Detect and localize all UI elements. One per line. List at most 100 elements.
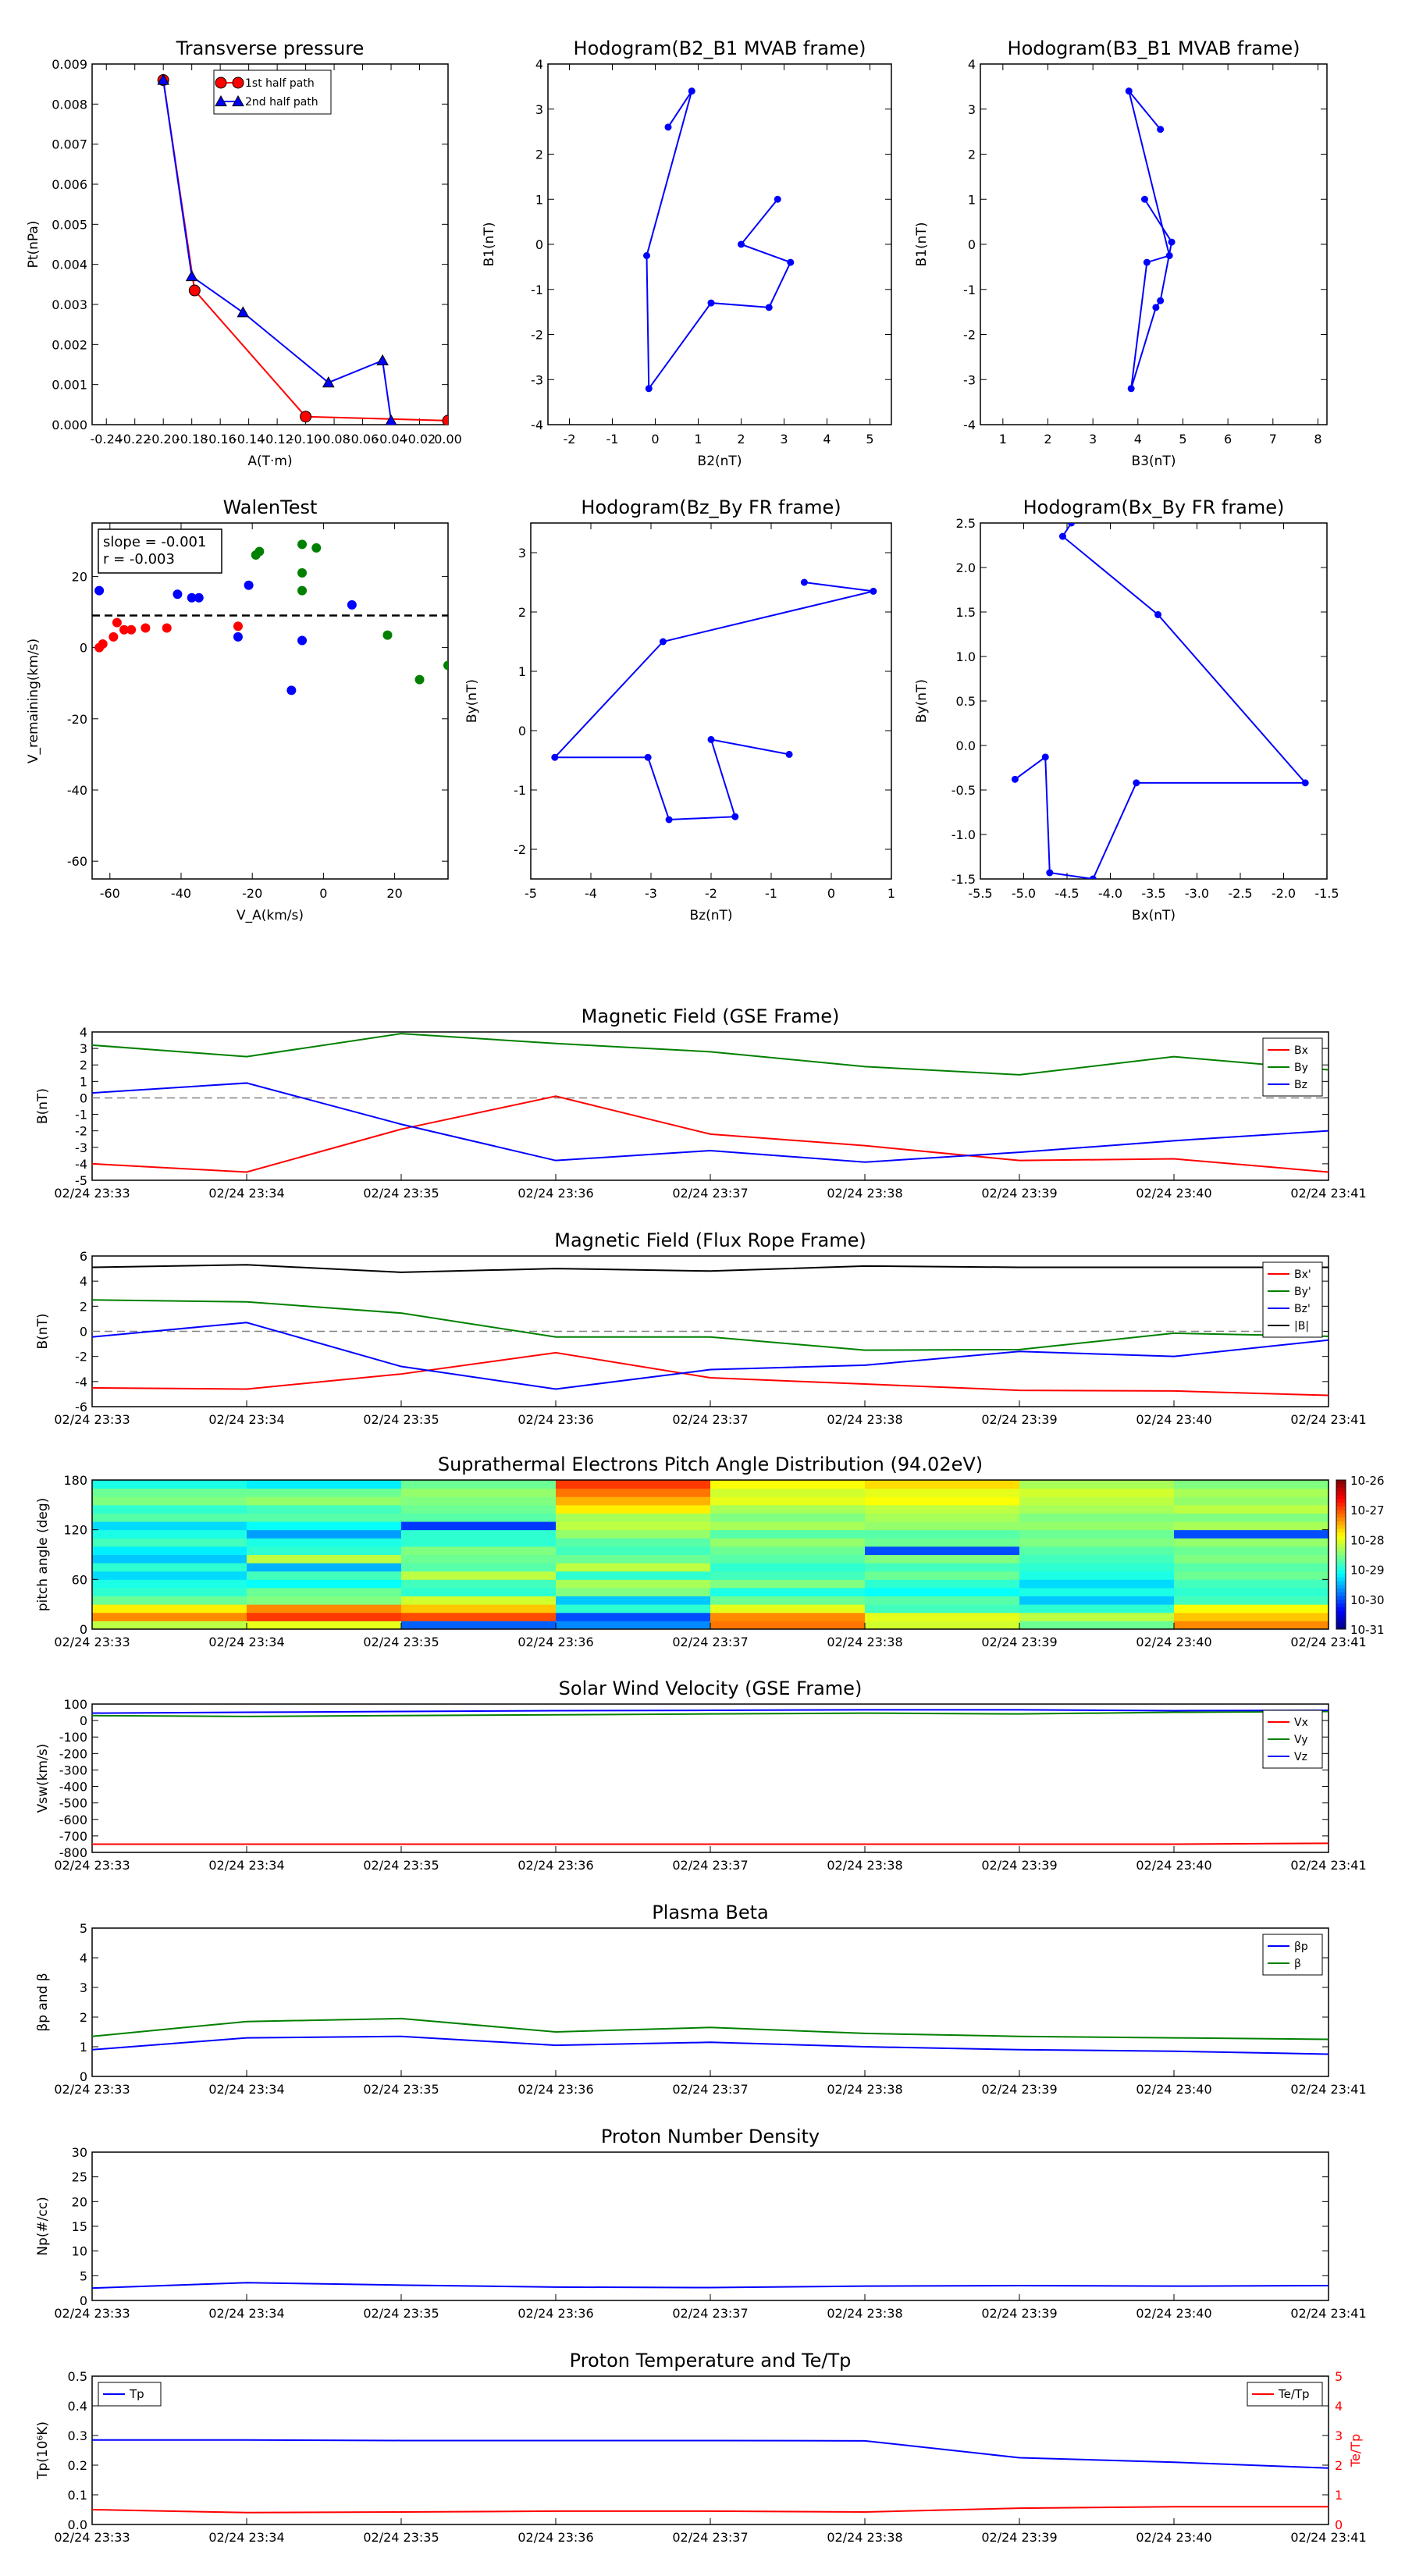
heatmap-cell	[92, 1563, 247, 1572]
y-tick-label: 0	[535, 237, 543, 252]
heatmap-cell	[1174, 1538, 1329, 1547]
y-tick-label: 6	[80, 1249, 87, 1264]
data-point	[659, 638, 667, 646]
annotation-box	[98, 528, 222, 574]
x-axis-label: A(T·m)	[247, 454, 292, 469]
heatmap-cell	[247, 1604, 402, 1614]
heatmap-cell	[556, 1513, 711, 1522]
chart-title: Magnetic Field (GSE Frame)	[582, 1005, 840, 1027]
x-tick-label: -0.14	[233, 432, 265, 447]
x-tick-label: 02/24 23:38	[827, 2306, 902, 2321]
colorbar-cell	[1336, 1554, 1346, 1559]
x-tick-label: 02/24 23:39	[981, 1186, 1057, 1201]
x-tick-label: -2	[705, 886, 717, 901]
x-tick-label: 02/24 23:33	[54, 1186, 130, 1201]
x-tick-label: -0.06	[347, 432, 379, 447]
data-point	[707, 299, 715, 307]
data-point	[643, 251, 650, 259]
x-tick-label: 02/24 23:38	[827, 2530, 902, 2545]
y-tick-label: 0	[80, 1622, 87, 1637]
series-line-2	[92, 1322, 1329, 1390]
scatter-point	[297, 539, 308, 550]
x-tick-label: 02/24 23:40	[1136, 2082, 1211, 2097]
y-tick-label: 4	[80, 1274, 87, 1289]
heatmap-cell	[1174, 1513, 1329, 1522]
y-tick-label: 0.2	[68, 2458, 87, 2473]
plot-frame	[530, 522, 892, 880]
scatter-point	[108, 632, 119, 642]
heatmap-cell	[865, 1604, 1020, 1614]
x-tick-label: 02/24 23:35	[363, 1858, 439, 1873]
x-tick-label: 02/24 23:41	[1290, 2530, 1366, 2545]
x-tick-label: 1	[887, 886, 895, 901]
data-point	[1127, 385, 1135, 393]
data-layer	[92, 1709, 1329, 1845]
solar-wind-velocity-chart: Solar Wind Velocity (GSE Frame) -800-700 -…	[35, 1678, 1367, 1873]
x-axis-label: Bx(nT)	[1132, 908, 1176, 923]
heatmap-cell	[710, 1529, 866, 1539]
hodogram-bx-by-chart: Hodogram(Bx_By FR frame) -1.5 -1.0 -0.5 0.0 0…	[914, 496, 1339, 923]
x-tick-label: 8	[1314, 432, 1321, 447]
y-tick-label: -1	[963, 283, 976, 297]
colorbar-cell	[1336, 1550, 1346, 1555]
y-axis-label: Np(#/cc)	[35, 2197, 51, 2255]
pitch-angle-distribution-chart: Suprathermal Electrons Pitch Angle Distr…	[35, 1453, 1385, 1649]
heatmap-cell	[401, 1480, 557, 1489]
x-tick-label: 02/24 23:36	[518, 2082, 593, 2097]
heatmap-cell	[710, 1621, 866, 1630]
legend-label: Bz	[1294, 1079, 1307, 1091]
data-point	[188, 284, 201, 297]
plot-frame	[980, 63, 1328, 425]
x-tick-label: -0.16	[204, 432, 236, 447]
y-tick-label: 10	[72, 2244, 87, 2259]
colorbar-cell	[1336, 1603, 1346, 1607]
colorbar-cell	[1336, 1621, 1346, 1626]
x-tick-label: 02/24 23:37	[672, 2306, 748, 2321]
heatmap-cell	[710, 1504, 866, 1514]
plasma-beta-chart: Plasma Beta 0 1 2 3 4 5 02/24 23:33 02/24 23:34 0…	[35, 1902, 1367, 2097]
x-axis-label: Bz(nT)	[689, 908, 732, 923]
plot-frame	[980, 522, 1328, 880]
heatmap-cell	[247, 1521, 402, 1531]
x-tick-label: 02/24 23:41	[1290, 2082, 1366, 2097]
data-point	[1152, 304, 1160, 311]
heatmap-cell	[556, 1587, 711, 1597]
heatmap-cell	[1174, 1480, 1329, 1489]
colorbar-cell	[1336, 1577, 1346, 1582]
heatmap-cell	[1019, 1496, 1175, 1506]
x-tick-label: 02/24 23:39	[981, 1412, 1057, 1427]
heatmap-cell	[556, 1612, 711, 1621]
x-tick-label: 3	[1089, 432, 1097, 447]
colorbar-cell	[1336, 1596, 1346, 1600]
y-axis-label: B(nT)	[35, 1313, 51, 1349]
chart-title: Transverse pressure	[176, 37, 365, 59]
x-tick-label: -5	[525, 886, 537, 901]
y-tick-label: -1	[531, 283, 543, 297]
data-point	[1125, 87, 1133, 95]
heatmap-cell	[247, 1612, 402, 1621]
plot-frame	[91, 1031, 1329, 1181]
heatmap-cell	[92, 1496, 247, 1506]
y-tick-label: 0	[80, 1325, 87, 1340]
series-line-2	[92, 1709, 1329, 1714]
y-tick-label: 120	[63, 1523, 87, 1538]
chart-title: Hodogram(B2_B1 MVAB frame)	[574, 37, 866, 59]
colorbar-cell	[1336, 1592, 1346, 1596]
y-tick-label: -4	[531, 418, 543, 432]
scatter-point	[119, 624, 130, 635]
colorbar-cell	[1336, 1558, 1346, 1563]
heatmap-cell	[865, 1496, 1020, 1506]
y-tick-label: 0.000	[52, 418, 87, 432]
scatter-point	[244, 580, 254, 590]
data-layer	[92, 1033, 1329, 1173]
heatmap-cell	[556, 1521, 711, 1531]
colorbar-tick-label: 10-29	[1350, 1564, 1385, 1578]
data-point	[1154, 610, 1162, 618]
y-tick-label: -600	[59, 1813, 87, 1827]
heatmap-cell	[556, 1579, 711, 1589]
x-tick-label: 02/24 23:35	[363, 1186, 439, 1201]
legend-marker	[232, 76, 244, 89]
series-line-1	[92, 1710, 1329, 1717]
x-tick-label: 02/24 23:38	[827, 1412, 902, 1427]
x-tick-label: -4.5	[1055, 886, 1079, 901]
